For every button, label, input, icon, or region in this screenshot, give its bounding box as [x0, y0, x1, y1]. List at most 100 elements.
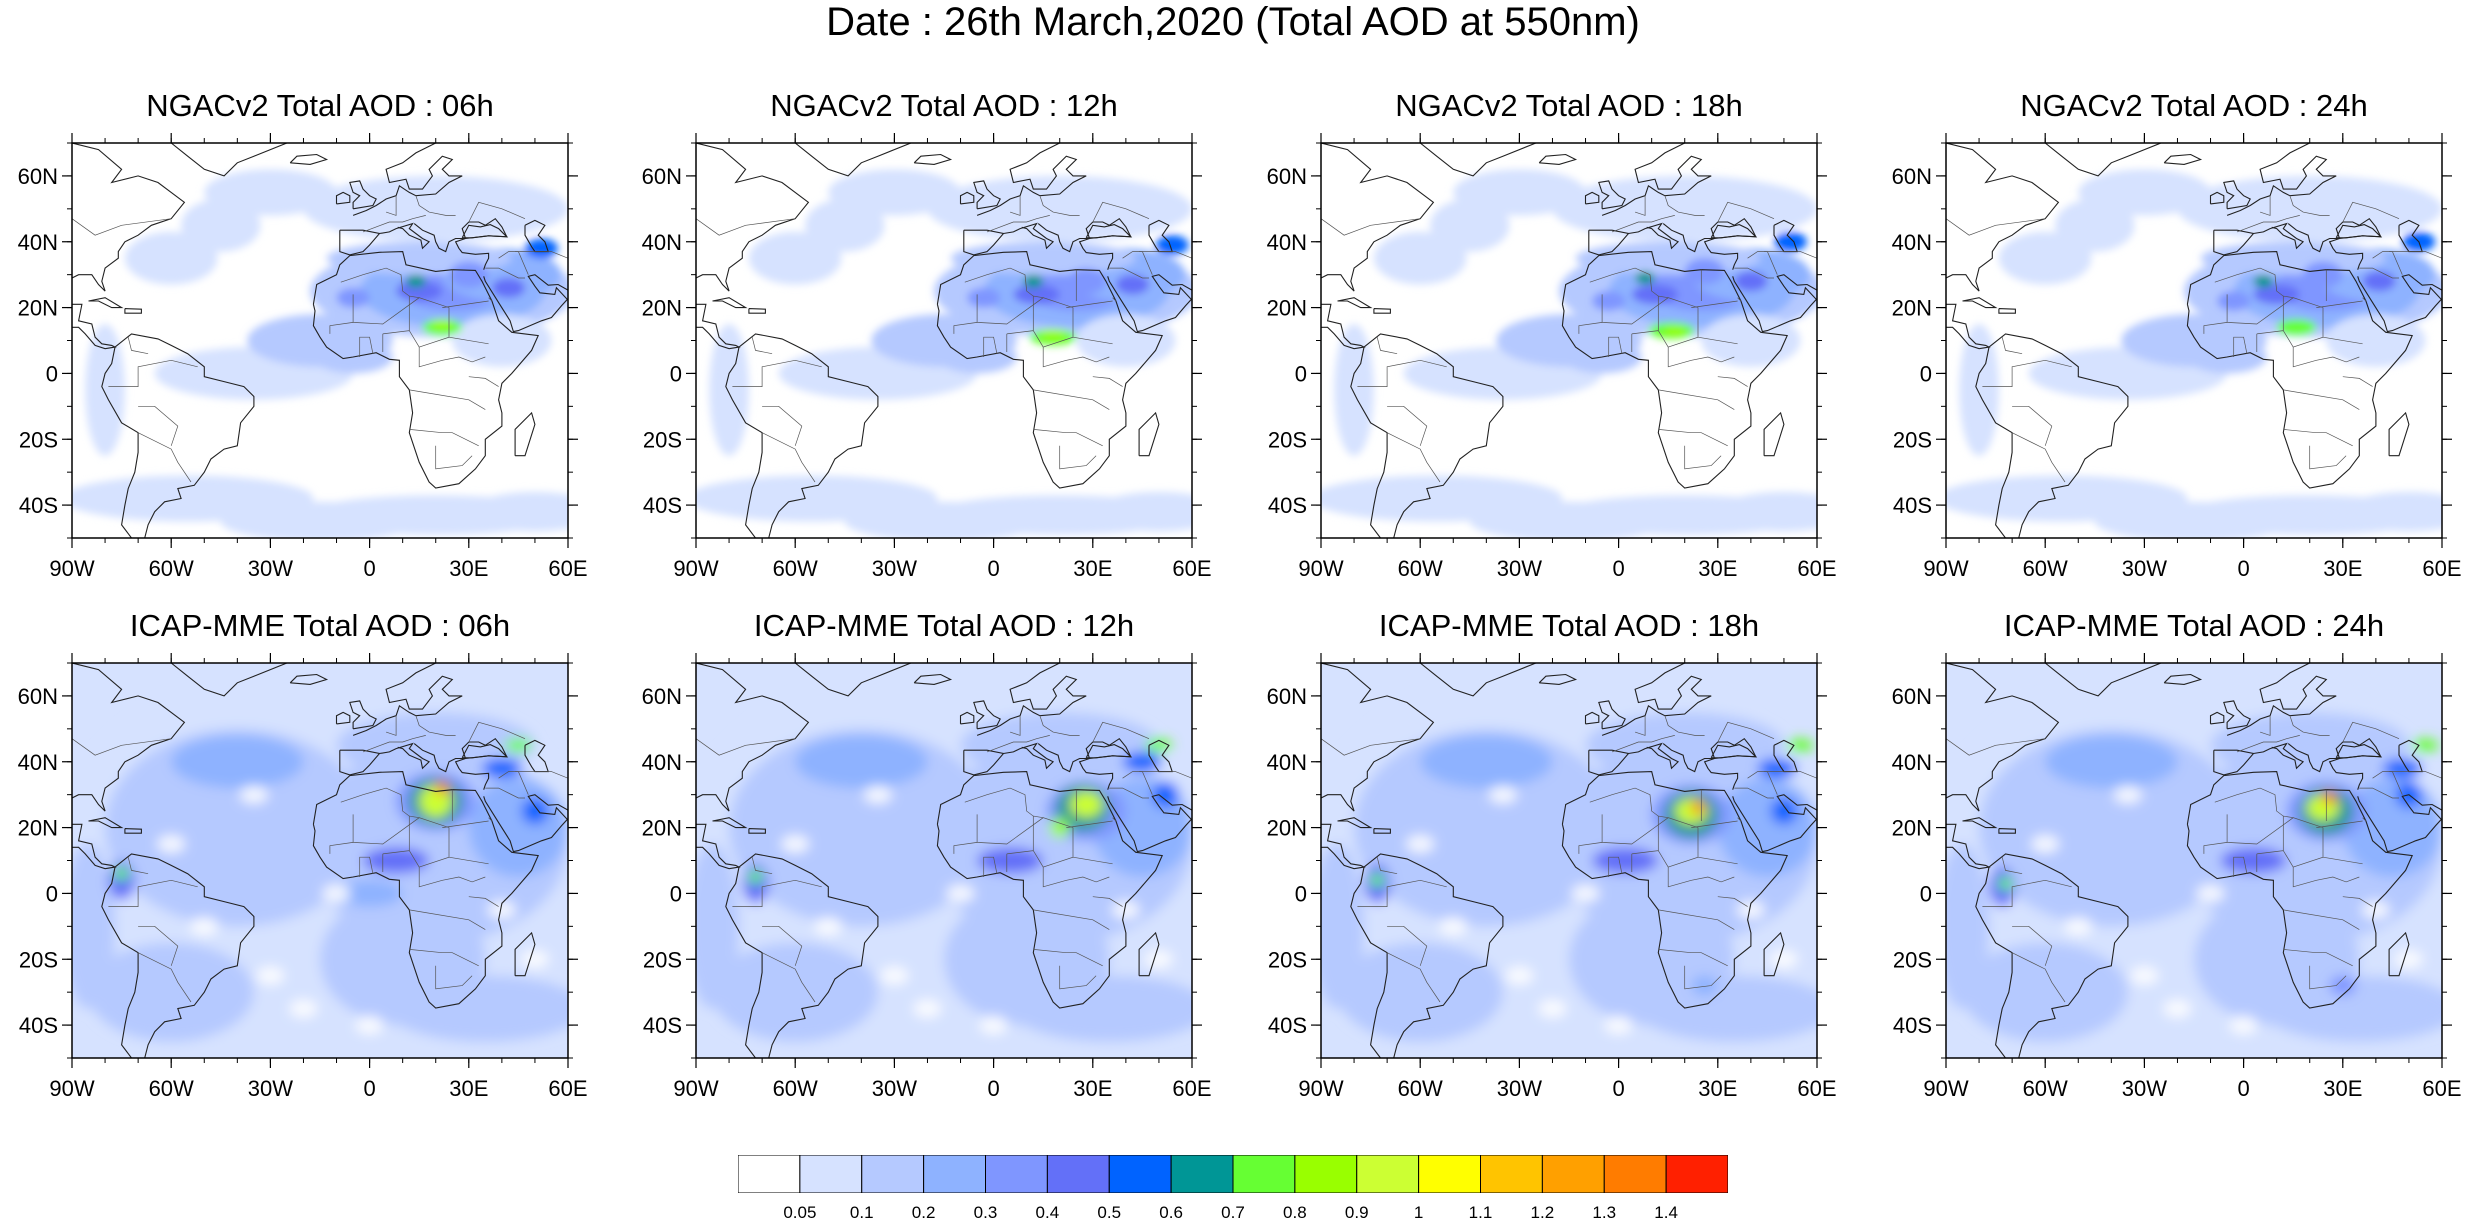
border-line [448, 336, 489, 345]
lat-tick-label: 20N [642, 816, 682, 841]
lon-tick-label: 30E [1073, 1076, 1112, 1101]
lat-tick-label: 40S [1268, 493, 1307, 518]
coastline-hispaniola [748, 828, 766, 834]
coastline-europe [1003, 742, 1055, 770]
aod-blob [2342, 491, 2442, 532]
border-line [1667, 867, 1735, 888]
coastline-hispaniola [1373, 828, 1391, 834]
coastline-africa [936, 251, 1164, 489]
coastline-cuba [1962, 817, 1998, 829]
border-line [1717, 721, 1775, 743]
coastline-ireland [1584, 711, 1600, 725]
map-panel: 60N 40N 20N 0 20S 40S 90W 60W 30W 0 30E 60E [1892, 653, 2462, 1101]
coastline-britain [349, 180, 377, 210]
lon-tick-label: 60E [2422, 556, 2461, 581]
lon-tick-label: 60E [1797, 1076, 1836, 1101]
lat-tick-label: 20N [1267, 816, 1307, 841]
lat-tick-label: 0 [46, 361, 58, 386]
border-line [1042, 347, 1110, 368]
aod-field [1321, 143, 1817, 538]
coastline-blackSea [461, 744, 509, 759]
coastline-caspian [2398, 739, 2423, 773]
lon-tick-label: 90W [49, 556, 94, 581]
coastline-iceland [289, 673, 329, 685]
aod-blob [1691, 975, 1718, 996]
coastline-blackSea [461, 224, 509, 239]
border-line [2289, 195, 2330, 216]
coastline-centralAmerica [1946, 303, 1991, 350]
aod-blob [2329, 975, 2357, 996]
aod-blob [2253, 284, 2300, 305]
aod-blob [362, 847, 430, 874]
coastline-southAmerica [1350, 853, 1504, 1058]
border-line [127, 337, 149, 355]
coastline-europeNorth [352, 143, 463, 216]
border-line [751, 337, 773, 355]
coastline-northAmerica [696, 143, 810, 292]
clean-air-patch [2361, 900, 2390, 919]
border-line [1658, 389, 1735, 410]
coastlines [696, 143, 1192, 538]
border-line [953, 842, 978, 854]
lon-tick-label: 60E [1172, 1076, 1211, 1101]
lat-tick-label: 40N [1892, 750, 1932, 775]
border-line [983, 336, 998, 357]
border-line [2322, 856, 2363, 865]
border-line [1092, 896, 1123, 907]
border-line [1717, 201, 1775, 223]
coastline-ireland [1584, 191, 1600, 205]
lat-tick-label: 20S [19, 427, 58, 452]
coastline-madagascar [1138, 411, 1160, 457]
aod-blob [1063, 975, 1090, 996]
map-panel: 60N 40N 20N 0 20S 40S 90W 60W 30W 0 30E 60E [642, 653, 1212, 1101]
aod-blob [1585, 712, 1784, 779]
border-line [2236, 215, 2300, 233]
border-line [762, 925, 803, 966]
aod-blob [696, 844, 739, 1009]
coastline-madagascar [514, 411, 536, 457]
panel-title: NGACv2 Total AOD : 18h [1395, 88, 1743, 123]
coastline-africa [1561, 771, 1789, 1009]
border-line [2259, 195, 2271, 216]
aod-blob [748, 870, 763, 884]
coastline-europeNorth [976, 143, 1087, 216]
colorbar-swatch [737, 1154, 801, 1194]
coastline-greenland [794, 143, 912, 177]
border-line [2372, 251, 2403, 275]
border-line [329, 842, 354, 854]
map-panel: 60N 40N 20N 0 20S 40S 90W 60W 30W 0 30E 60E [1267, 653, 1837, 1101]
coastline-hispaniola [124, 308, 142, 314]
colorbar-label: 1 [1413, 1203, 1424, 1222]
aod-blob [748, 231, 842, 285]
clean-air-patch [2229, 1016, 2258, 1035]
coastline-hispaniola [1998, 308, 2016, 314]
aod-blob [1092, 491, 1192, 532]
lat-tick-label: 40S [1893, 493, 1932, 518]
coastline-cuba [1962, 297, 1998, 309]
aod-blob [405, 274, 426, 288]
lat-tick-label: 40N [18, 750, 58, 775]
coastlines [696, 663, 1192, 1058]
lon-tick-label: 30E [1698, 1076, 1737, 1101]
clean-air-patch [1736, 900, 1765, 919]
aod-blob [1684, 258, 1725, 285]
coastline-madagascar [1763, 411, 1785, 457]
aod-blob [977, 847, 1044, 874]
country-borders [1946, 195, 2442, 483]
lon-tick-label: 30E [449, 1076, 488, 1101]
aod-blob [1010, 975, 1192, 1042]
lon-tick-label: 60E [2422, 1076, 2461, 1101]
aod-blob [468, 778, 568, 877]
aod-blob [1631, 284, 1679, 305]
aod-field [696, 663, 1192, 1058]
colorbar-swatch [1603, 1154, 1667, 1194]
border-line [1357, 359, 1447, 387]
border-line [1664, 715, 1705, 736]
coastline-greenland [2044, 143, 2162, 177]
border-line [418, 347, 486, 368]
border-line [976, 294, 1074, 348]
coastline-britain [973, 180, 1001, 210]
border-line [1717, 376, 1748, 387]
lat-tick-label: 60N [642, 164, 682, 189]
border-line [1039, 195, 1080, 216]
